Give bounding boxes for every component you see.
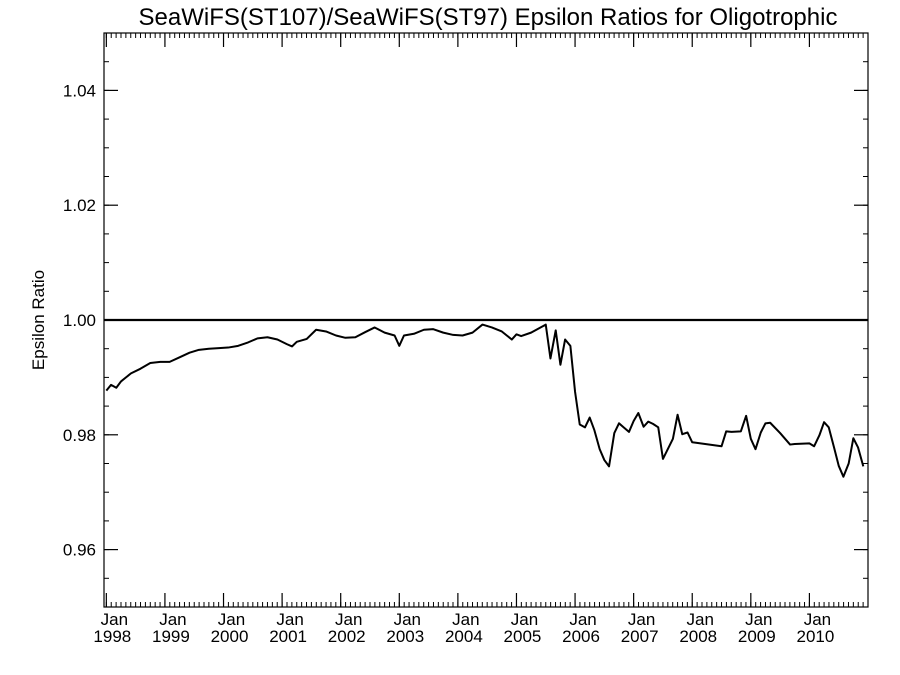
- x-tick-month-label: Jan: [101, 610, 128, 629]
- x-tick-month-label: Jan: [276, 610, 303, 629]
- y-axis-label: Epsilon Ratio: [29, 270, 48, 370]
- series-line-epsilon-ratio: [105, 323, 865, 478]
- x-tick-month-label: Jan: [745, 610, 772, 629]
- x-tick-month-label: Jan: [394, 610, 421, 629]
- chart-title: SeaWiFS(ST107)/SeaWiFS(ST97) Epsilon Rat…: [139, 4, 838, 31]
- y-tick-label: 1.04: [63, 81, 96, 100]
- x-tick-year-label: 2007: [621, 627, 659, 646]
- y-tick-label: 1.00: [63, 311, 96, 330]
- x-tick-year-label: 1998: [93, 627, 131, 646]
- x-tick-month-label: Jan: [804, 610, 831, 629]
- x-tick-month-label: Jan: [628, 610, 655, 629]
- y-tick-label: 0.98: [63, 426, 96, 445]
- x-tick-month-label: Jan: [687, 610, 714, 629]
- x-tick-year-label: 2000: [211, 627, 249, 646]
- y-tick-label: 1.02: [63, 196, 96, 215]
- x-tick-month-label: Jan: [218, 610, 245, 629]
- y-tick-label: 0.96: [63, 541, 96, 560]
- x-tick-month-label: Jan: [335, 610, 362, 629]
- x-tick-year-label: 2009: [738, 627, 776, 646]
- x-tick-year-label: 2006: [562, 627, 600, 646]
- x-tick-year-label: 2001: [269, 627, 307, 646]
- x-tick-year-label: 2010: [796, 627, 834, 646]
- x-tick-year-label: 2004: [445, 627, 483, 646]
- x-ticks: Jan1998Jan1999Jan2000Jan2001Jan2002Jan20…: [93, 33, 834, 646]
- x-tick-year-label: 2002: [328, 627, 366, 646]
- x-tick-year-label: 1999: [152, 627, 190, 646]
- x-tick-year-label: 2008: [679, 627, 717, 646]
- x-tick-year-label: 2003: [386, 627, 424, 646]
- x-tick-year-label: 2005: [504, 627, 542, 646]
- x-tick-month-label: Jan: [569, 610, 596, 629]
- y-ticks: 0.96 0.98 1.00 1.02 1.04: [63, 81, 868, 560]
- x-tick-month-label: Jan: [159, 610, 186, 629]
- x-tick-month-label: Jan: [452, 610, 479, 629]
- x-tick-month-label: Jan: [511, 610, 538, 629]
